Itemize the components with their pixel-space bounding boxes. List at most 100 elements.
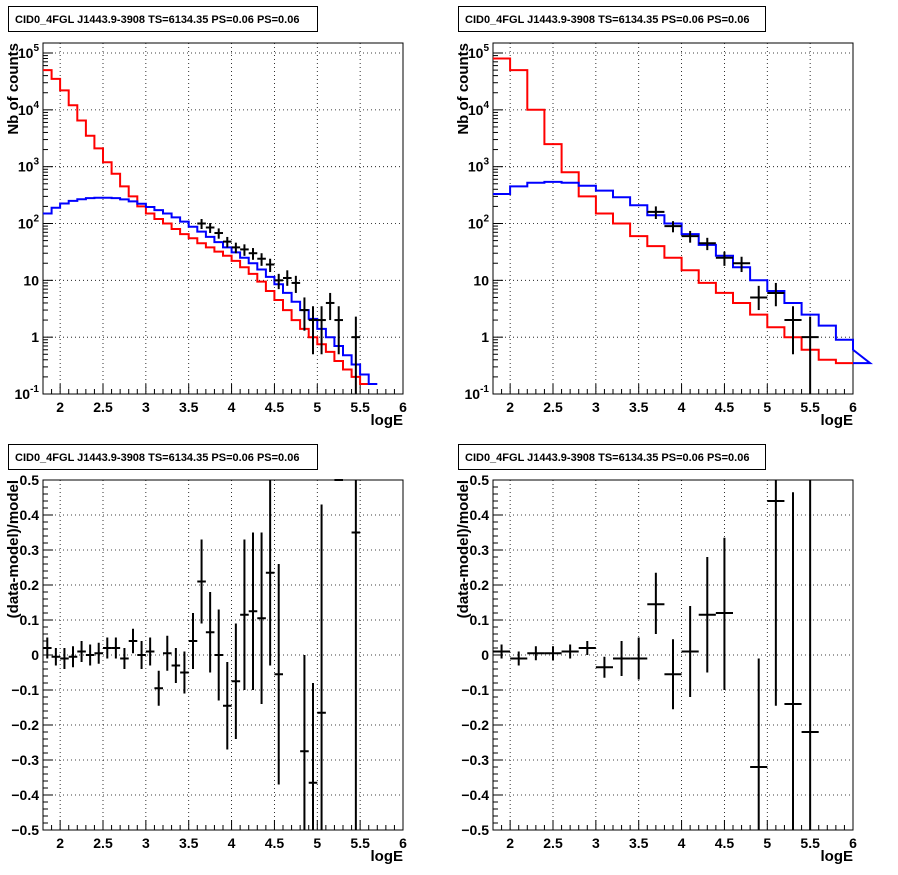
data-point xyxy=(784,306,802,355)
y-tick-label: −0.3 xyxy=(11,752,39,768)
y-tick-label: 0.4 xyxy=(470,507,490,523)
x-tick-label: 2 xyxy=(506,399,514,415)
x-tick-label: 4.5 xyxy=(265,835,285,851)
x-tick-label: 3.5 xyxy=(629,835,649,851)
x-tick-label: 3.5 xyxy=(179,399,199,415)
data-point xyxy=(595,656,613,678)
y-tick-label: 103 xyxy=(468,157,490,175)
data-point xyxy=(510,651,528,666)
data-point xyxy=(527,646,545,661)
data-point xyxy=(317,306,326,355)
data-point xyxy=(493,644,511,659)
x-tick-label: 4 xyxy=(678,399,686,415)
y-tick-label: 105 xyxy=(18,43,40,61)
data-point xyxy=(205,592,215,673)
data-point xyxy=(630,637,648,680)
x-tick-label: 3 xyxy=(592,399,600,415)
plot-panel-0: 2 2.5 3 3.5 4 4.5 5 5.5 6 10-1 1 10 102 103 104 105 logE… xyxy=(5,42,407,429)
x-tick-label: 5 xyxy=(313,835,321,851)
title-bottom-left: CID0_4FGL J1443.9-3908 TS=6134.35 PS=0.0… xyxy=(8,444,318,470)
data-point xyxy=(283,270,292,286)
y-tick-label: 0 xyxy=(31,647,39,663)
y-tick-label: 1 xyxy=(481,329,489,345)
data-point xyxy=(750,658,768,830)
data-point xyxy=(801,316,819,394)
data-point xyxy=(681,230,699,243)
x-tick-label: 5 xyxy=(313,399,321,415)
x-tick-label: 5.5 xyxy=(350,399,370,415)
data-point xyxy=(647,572,665,634)
x-tick-label: 6 xyxy=(399,835,407,851)
y-tick-label: 0.3 xyxy=(20,542,40,558)
data-point xyxy=(544,646,562,661)
x-axis-label: logE xyxy=(821,412,854,429)
y-tick-label: 10-1 xyxy=(465,384,490,402)
data-point xyxy=(231,242,241,254)
x-tick-label: 2.5 xyxy=(93,835,113,851)
data-point xyxy=(197,539,206,624)
data-point xyxy=(750,285,768,311)
data-point xyxy=(351,480,361,830)
data-point xyxy=(180,651,189,694)
y-tick-label: 104 xyxy=(18,100,40,118)
x-tick-label: 3.5 xyxy=(629,399,649,415)
y-axis-label: (data-model)/model xyxy=(5,480,22,618)
data-point xyxy=(120,648,129,669)
y-axis-label: (data-model)/model xyxy=(455,480,472,618)
x-tick-label: 2.5 xyxy=(543,399,563,415)
data-point xyxy=(197,219,206,230)
x-axis-label: logE xyxy=(821,848,854,865)
plot-panel-2: 2 2.5 3 3.5 4 4.5 5 5.5 6 −0.5 −0.4 −0.3 −0.2 −0.1 0 0.… xyxy=(5,472,407,865)
data-point xyxy=(214,609,223,701)
data-point xyxy=(647,206,665,220)
data-point xyxy=(265,258,275,273)
y-tick-label: 103 xyxy=(18,157,40,175)
y-tick-label: 102 xyxy=(468,214,490,232)
title-bottom-right: CID0_4FGL J1443.9-3908 TS=6134.35 PS=0.0… xyxy=(458,444,766,470)
data-point xyxy=(240,244,249,256)
data-point xyxy=(300,655,309,830)
data-point xyxy=(613,641,631,676)
x-tick-label: 2 xyxy=(56,399,64,415)
title-top-left: CID0_4FGL J1443.9-3908 TS=6134.35 PS=0.0… xyxy=(8,6,318,32)
y-tick-label: −0.3 xyxy=(461,752,489,768)
y-tick-label: 0.2 xyxy=(20,577,40,593)
data-point xyxy=(51,648,61,666)
data-point xyxy=(103,637,112,659)
data-point xyxy=(188,613,198,669)
plot-panel-1: 2 2.5 3 3.5 4 4.5 5 5.5 6 10-1 1 10 102 103 104 105 logE… xyxy=(455,42,874,429)
title-top-right: CID0_4FGL J1443.9-3908 TS=6134.35 PS=0.0… xyxy=(458,6,766,32)
data-point xyxy=(205,223,215,234)
x-tick-label: 2 xyxy=(56,835,64,851)
data-point xyxy=(154,670,163,706)
x-tick-label: 5 xyxy=(763,399,771,415)
data-point xyxy=(248,248,258,260)
y-tick-label: 0.3 xyxy=(470,542,490,558)
x-tick-label: 4.5 xyxy=(715,399,735,415)
x-tick-label: 4.5 xyxy=(265,399,285,415)
data-point xyxy=(137,641,146,669)
x-tick-label: 2 xyxy=(506,835,514,851)
x-tick-label: 4 xyxy=(228,835,236,851)
x-axis-label: logE xyxy=(371,848,404,865)
data-point xyxy=(85,644,95,666)
data-point xyxy=(715,537,733,690)
data-point xyxy=(767,480,785,706)
data-point xyxy=(223,236,232,248)
data-point xyxy=(681,606,699,697)
y-tick-label: 0 xyxy=(481,647,489,663)
data-point xyxy=(128,628,138,654)
data-point xyxy=(265,480,275,666)
y-tick-label: 0.5 xyxy=(20,472,40,488)
data-point xyxy=(715,251,733,266)
data-point xyxy=(163,635,172,671)
data-point xyxy=(257,253,266,266)
x-tick-label: 3.5 xyxy=(179,835,199,851)
x-tick-label: 5.5 xyxy=(800,835,820,851)
x-tick-label: 3 xyxy=(592,835,600,851)
data-point xyxy=(698,557,716,673)
y-tick-label: −0.5 xyxy=(11,822,39,838)
data-point xyxy=(767,282,785,307)
data-point xyxy=(231,623,241,739)
